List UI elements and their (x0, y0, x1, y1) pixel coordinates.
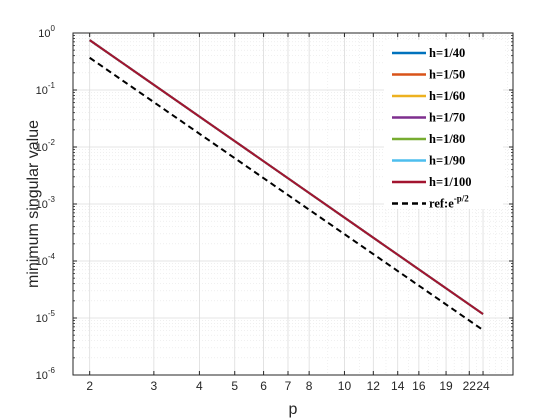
y-tick-label: 10-1 (36, 81, 56, 97)
x-tick-label: 6 (260, 379, 267, 393)
legend-label-4: h=1/70 (429, 111, 465, 125)
legend-label-8: ref:e-p/2 (429, 194, 469, 211)
y-tick-label: 10-4 (36, 252, 56, 268)
legend-label-3: h=1/60 (429, 89, 465, 103)
y-axis-label: minimum singular value (25, 120, 42, 288)
x-tick-label: 8 (306, 379, 313, 393)
series-line-7 (89, 39, 484, 315)
x-tick-label: 16 (412, 379, 426, 393)
x-tick-label: 7 (285, 379, 292, 393)
y-tick-label: 10-6 (36, 366, 56, 382)
legend: h=1/40 h=1/50 h=1/60 h=1/70 h=1/80 h=1/90 h=1/… (384, 40, 503, 211)
x-axis-label: p (289, 401, 298, 418)
legend-label-6: h=1/90 (429, 154, 465, 168)
legend-label-7: h=1/100 (429, 175, 472, 189)
x-tick-label: 24 (476, 379, 490, 393)
y-tick-label: 100 (38, 24, 55, 40)
x-ticks: 2 3 4 5 6 7 8 10 12 14 16 19 22 24 (86, 33, 490, 393)
y-tick-label: 10-3 (36, 195, 56, 211)
series-layer (89, 39, 484, 331)
x-tick-label: 2 (86, 379, 93, 393)
x-tick-label: 14 (391, 379, 405, 393)
x-tick-label: 22 (463, 379, 477, 393)
y-tick-label: 10-5 (36, 309, 56, 325)
x-tick-label: 12 (367, 379, 381, 393)
y-ticks: 10-6 10-5 10-4 10-3 10-2 10-1 100 (36, 24, 513, 382)
x-tick-label: 19 (439, 379, 453, 393)
legend-label-2: h=1/50 (429, 68, 465, 82)
legend-label-1: h=1/40 (429, 46, 465, 60)
legend-label-5: h=1/80 (429, 132, 465, 146)
x-tick-label: 3 (151, 379, 158, 393)
x-tick-label: 10 (338, 379, 352, 393)
x-tick-label: 4 (196, 379, 203, 393)
y-tick-label: 10-2 (36, 138, 56, 154)
x-tick-label: 5 (231, 379, 238, 393)
